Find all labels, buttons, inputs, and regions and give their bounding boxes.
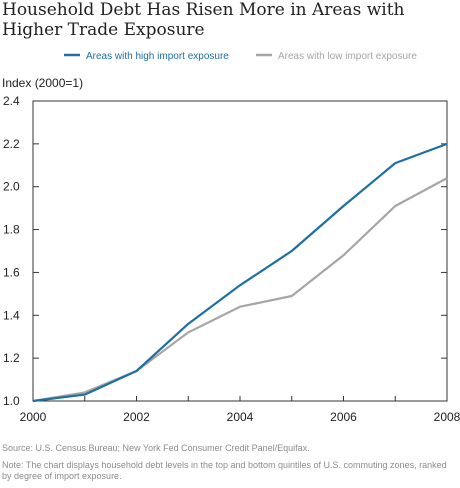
y-tick-label: 2.4	[3, 94, 20, 108]
legend-label-high: Areas with high import exposure	[86, 51, 229, 62]
source-note: Source: U.S. Census Bureau; New York Fed…	[2, 443, 310, 453]
plot-frame	[32, 100, 448, 402]
y-tick-label: 2.2	[3, 137, 20, 151]
x-tick-label: 2006	[330, 410, 357, 424]
x-tick-label: 2002	[123, 410, 150, 424]
y-axis-unit-label: Index (2000=1)	[2, 76, 83, 90]
y-tick-label: 1.6	[3, 265, 20, 279]
chart-title: Household Debt Has Risen More in Areas w…	[2, 0, 405, 40]
y-tick-label: 1.0	[3, 394, 20, 408]
series-layer	[32, 142, 448, 403]
y-tick-label: 1.2	[3, 351, 20, 365]
series-line-high-import	[32, 142, 448, 403]
series-line-low-import	[32, 177, 448, 403]
legend: Areas with high import exposure Areas wi…	[64, 51, 417, 62]
x-tick-label: 2000	[20, 410, 47, 424]
x-tick-label: 2008	[434, 410, 460, 424]
y-tick-label: 1.8	[3, 223, 20, 237]
axis-ticks: 1.0 1.2 1.4 1.6 1.8 2.0 2.2 2.4 2000 2002 2004 2006…	[3, 94, 460, 424]
x-tick-label: 2004	[227, 410, 254, 424]
footnote: Note: The chart displays household debt …	[2, 460, 447, 481]
y-tick-label: 2.0	[3, 180, 20, 194]
y-tick-label: 1.4	[3, 308, 20, 322]
legend-label-low: Areas with low import exposure	[278, 51, 417, 62]
